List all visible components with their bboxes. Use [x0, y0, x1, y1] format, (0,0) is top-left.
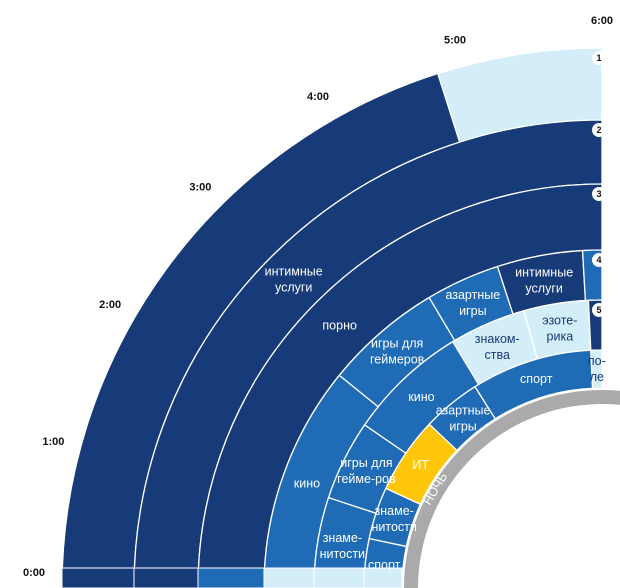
- hour-label-1: 1:00: [42, 436, 64, 448]
- label-знаме-нитости: знаме-нитости: [320, 531, 365, 561]
- label-ит: ИТ: [412, 458, 429, 472]
- label-по-ле: по-ле: [588, 354, 606, 384]
- label-кино: кино: [294, 477, 320, 491]
- hour-label-6: 6:00: [591, 15, 613, 27]
- ring-number-badge-4: [592, 253, 606, 267]
- label-кино: кино: [408, 390, 434, 404]
- ring-number-badge-5: [592, 303, 606, 317]
- label-эзоте-рика: эзоте-рика: [542, 313, 577, 343]
- hour-label-5: 5:00: [444, 34, 466, 46]
- strip-cell-4: [263, 567, 315, 588]
- segment-labels-layer: интимные услуги порно кино игры для геймеров а…: [265, 265, 606, 572]
- ring-number-badge-2: [592, 123, 606, 137]
- hour-label-2: 2:00: [99, 299, 121, 311]
- segments-layer: [61, 47, 603, 588]
- label-игры-для-геймеров: игры для геймеров: [370, 336, 425, 366]
- ring-number-2: 2: [596, 125, 601, 135]
- hour-label-3: 3:00: [189, 181, 211, 193]
- label-интимные-услуги: интимные услуги: [515, 265, 573, 295]
- label-интимные-услуги: интимные услуги: [265, 265, 323, 295]
- hour-label-0: 0:00: [23, 567, 45, 579]
- label-азартные-игры: азартные игры: [436, 404, 491, 434]
- strip-cell-3: [197, 567, 265, 588]
- hour-label-4: 4:00: [307, 91, 329, 103]
- strip-cell-6: [363, 567, 403, 588]
- label-спорт: спорт: [520, 372, 553, 386]
- ring-number-3: 3: [596, 189, 601, 199]
- ring-number-5: 5: [596, 305, 601, 315]
- ring-number-1: 1: [596, 53, 601, 63]
- ring-numbers-layer: 1 2 3 4 5: [592, 51, 606, 317]
- strip-cell-1: [61, 567, 135, 588]
- label-порно: порно: [322, 319, 357, 333]
- hour-labels-layer: 0:00 1:00 2:00 3:00 4:00 5:00 6:00: [23, 15, 613, 579]
- ring-number-badge-1: [592, 51, 606, 65]
- next-quadrant-strip: [61, 567, 403, 588]
- ring-number-badge-3: [592, 187, 606, 201]
- label-спорт: спорт: [368, 558, 401, 572]
- label-азартные-игры: азартные игры: [445, 288, 500, 318]
- label-игры-для-гейме-ров: игры для гейме-ров: [337, 456, 396, 486]
- strip-cell-2: [133, 567, 199, 588]
- strip-cell-5: [313, 567, 365, 588]
- label-знаме-нитости: знаме-нитости: [371, 504, 416, 534]
- segment-ring6-6: [590, 349, 603, 389]
- ring-number-4: 4: [596, 255, 601, 265]
- label-знаком-ства: знаком-ства: [475, 332, 520, 362]
